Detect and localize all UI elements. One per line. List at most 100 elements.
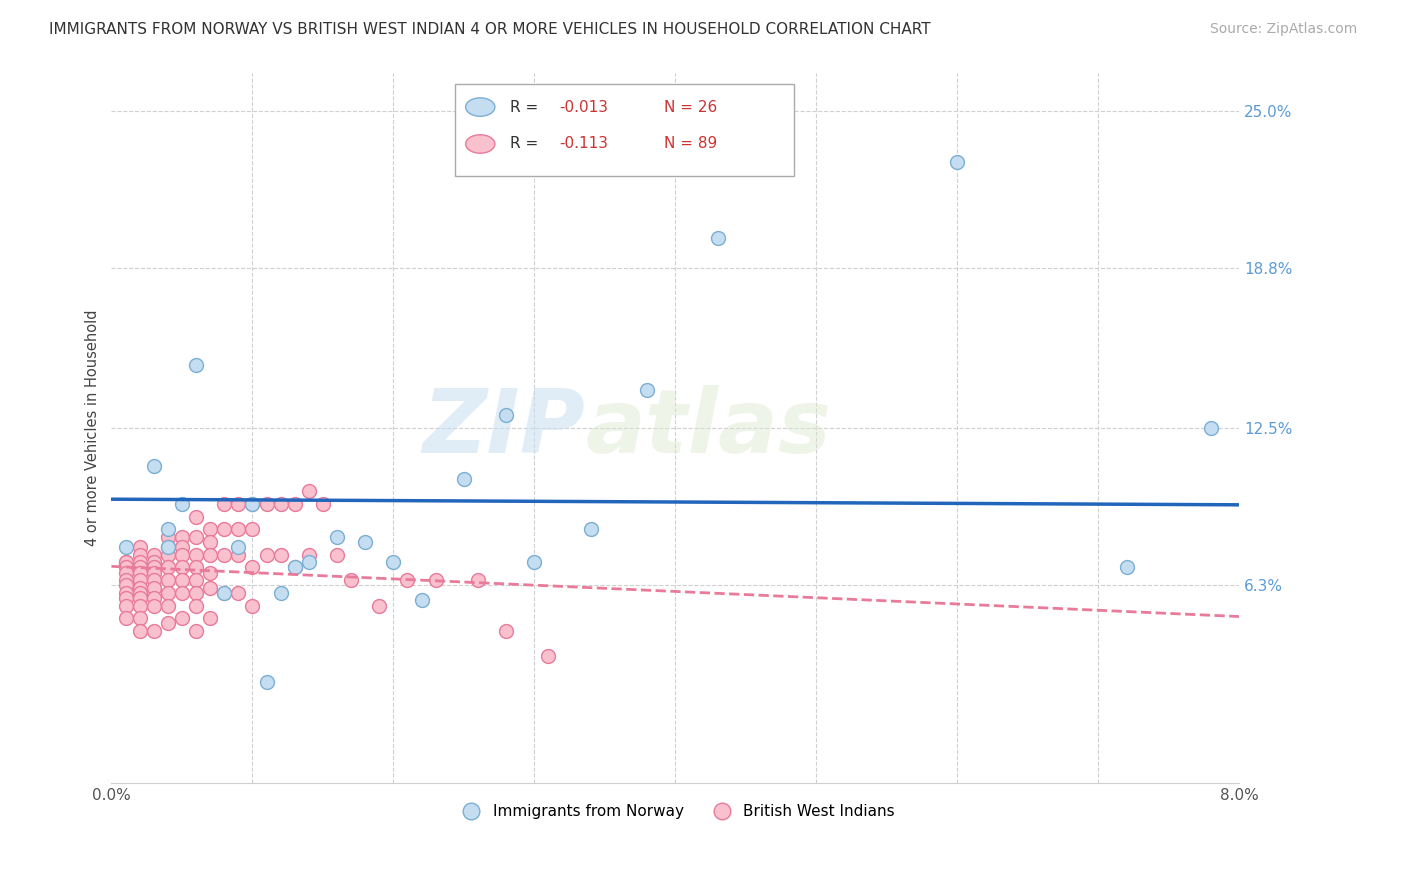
Point (142, 548, 165, 562)
Point (226, 548, 249, 562)
Point (128, 560, 150, 574)
Point (156, 599, 179, 613)
Legend: Immigrants from Norway, British West Indians: Immigrants from Norway, British West Ind… (450, 797, 901, 825)
Point (184, 548, 207, 562)
Point (128, 573, 150, 587)
Point (156, 616, 179, 631)
Point (212, 548, 235, 562)
Point (156, 560, 179, 574)
Point (184, 586, 207, 600)
Point (198, 523, 221, 537)
Point (368, 599, 391, 613)
Point (128, 566, 150, 580)
Point (537, 649, 560, 664)
Point (128, 581, 150, 595)
Point (326, 548, 349, 562)
Point (467, 573, 489, 587)
Point (128, 548, 150, 562)
Point (579, 523, 602, 537)
Point (128, 540, 150, 554)
Point (142, 599, 165, 613)
FancyBboxPatch shape (456, 84, 794, 176)
Circle shape (465, 135, 495, 153)
Point (270, 548, 292, 562)
Point (198, 611, 221, 625)
Point (142, 560, 165, 574)
Point (170, 573, 193, 587)
Point (170, 560, 193, 574)
Point (226, 497, 249, 511)
Point (411, 593, 433, 607)
Text: N = 89: N = 89 (664, 136, 717, 152)
Point (1199, 421, 1222, 435)
Point (184, 599, 207, 613)
Point (298, 556, 321, 570)
Point (142, 591, 165, 605)
Point (1115, 560, 1137, 574)
Text: ZIP: ZIP (422, 384, 585, 472)
Point (128, 556, 150, 570)
Point (114, 560, 136, 574)
Point (198, 581, 221, 595)
Point (184, 624, 207, 638)
Point (198, 535, 221, 549)
Point (270, 586, 292, 600)
Point (340, 573, 363, 587)
Point (156, 586, 179, 600)
Point (706, 231, 728, 245)
Text: R =: R = (509, 136, 538, 152)
Point (142, 566, 165, 580)
Point (114, 556, 136, 570)
Point (495, 409, 517, 423)
Point (382, 556, 405, 570)
Text: N = 26: N = 26 (664, 100, 717, 114)
Point (298, 548, 321, 562)
Point (128, 591, 150, 605)
Point (114, 591, 136, 605)
Point (142, 556, 165, 570)
Point (156, 530, 179, 544)
Point (142, 581, 165, 595)
Point (114, 566, 136, 580)
Point (114, 611, 136, 625)
Point (212, 586, 235, 600)
Point (242, 497, 264, 511)
Point (354, 535, 377, 549)
Point (128, 586, 150, 600)
Point (156, 540, 179, 554)
Point (284, 560, 307, 574)
Point (170, 540, 193, 554)
Point (142, 573, 165, 587)
Point (326, 530, 349, 544)
Point (114, 586, 136, 600)
Point (453, 472, 475, 486)
Point (170, 611, 193, 625)
Point (184, 560, 207, 574)
Point (256, 497, 278, 511)
Point (284, 497, 307, 511)
Point (128, 624, 150, 638)
Point (142, 624, 165, 638)
Point (184, 573, 207, 587)
Point (226, 540, 249, 554)
Point (242, 523, 264, 537)
Text: IMMIGRANTS FROM NORWAY VS BRITISH WEST INDIAN 4 OR MORE VEHICLES IN HOUSEHOLD CO: IMMIGRANTS FROM NORWAY VS BRITISH WEST I… (49, 22, 931, 37)
Point (156, 548, 179, 562)
Point (184, 530, 207, 544)
Point (270, 497, 292, 511)
Point (256, 548, 278, 562)
Point (170, 586, 193, 600)
Point (170, 548, 193, 562)
Point (198, 566, 221, 580)
Point (128, 611, 150, 625)
Point (284, 560, 307, 574)
Point (212, 586, 235, 600)
Text: atlas: atlas (585, 384, 831, 472)
Point (114, 599, 136, 613)
Point (184, 358, 207, 372)
Point (170, 530, 193, 544)
Point (156, 523, 179, 537)
Point (114, 556, 136, 570)
Point (142, 458, 165, 473)
Y-axis label: 4 or more Vehicles in Household: 4 or more Vehicles in Household (86, 310, 100, 546)
